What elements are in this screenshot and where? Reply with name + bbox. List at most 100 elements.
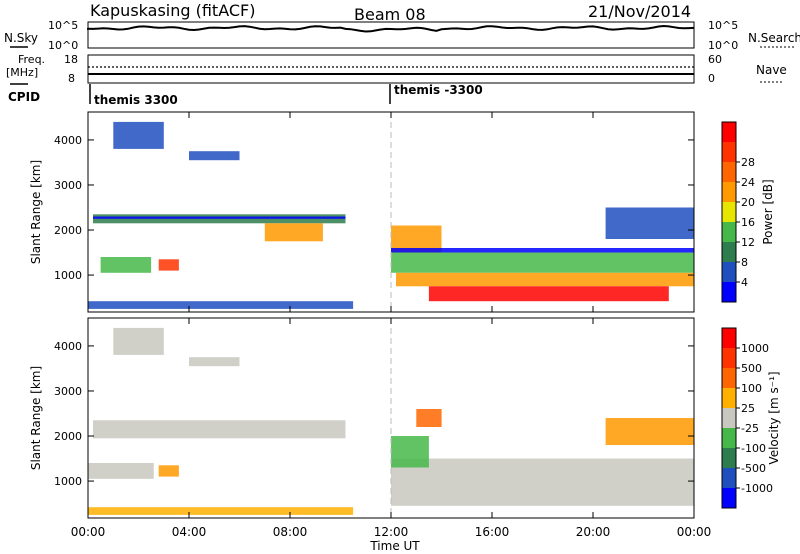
x-tick-label: 12:00	[374, 525, 409, 539]
data-region	[88, 301, 354, 309]
noise-left-label: N.Sky	[4, 31, 38, 45]
velocity-colorbar-label: Velocity [m s⁻¹]	[767, 371, 781, 464]
data-region	[113, 327, 164, 355]
colorbar-tick-label: 28	[741, 156, 755, 169]
colorbar-tick-label: 16	[741, 216, 755, 229]
freq-right-tick-bottom: 0	[708, 72, 715, 85]
data-region	[88, 507, 354, 515]
x-tick-label: 08:00	[273, 525, 308, 539]
colorbar-tick-label: 8	[741, 256, 748, 269]
freq-label-1: Freq.	[18, 53, 45, 66]
colorbar-frame	[721, 327, 737, 509]
colorbar-tick-label: 4	[741, 276, 748, 289]
data-region	[100, 257, 152, 273]
colorbar-swatch	[722, 182, 736, 202]
cpid-segment-2: themis -3300	[394, 83, 483, 97]
colorbar-frame	[721, 121, 737, 303]
colorbar-tick-label: 12	[741, 236, 755, 249]
colorbar-swatch	[722, 488, 736, 508]
data-region	[93, 420, 346, 439]
colorbar-tick-label: 100	[741, 382, 762, 395]
noise-panel-frame	[87, 21, 695, 49]
colorbar-tick-label: 25	[741, 402, 755, 415]
colorbar-swatch	[722, 328, 736, 348]
data-region	[605, 418, 694, 445]
data-region	[391, 436, 429, 468]
data-region	[428, 286, 669, 302]
data-region	[391, 458, 694, 506]
colorbar-tick-label: -100	[741, 442, 766, 455]
colorbar-swatch	[722, 428, 736, 448]
nave-label: Nave	[756, 63, 787, 77]
velocity-colorbar: 1000 500 100 25 -25 -100 -500 -1000	[721, 327, 773, 509]
x-tick-label: 04:00	[172, 525, 207, 539]
colorbar-swatch	[722, 222, 736, 242]
noise-right-label: N.Search	[748, 31, 800, 45]
data-region	[158, 259, 179, 271]
colorbar-swatch	[722, 282, 736, 302]
data-region	[189, 357, 240, 367]
data-region	[189, 151, 240, 161]
data-region	[416, 409, 442, 427]
velocity-ylabel: Slant Range [km]	[29, 366, 43, 470]
beam-title: Beam 08	[354, 5, 426, 24]
colorbar-tick-label: -25	[741, 422, 759, 435]
data-region	[88, 463, 154, 479]
x-tick-label: 00:00	[677, 525, 712, 539]
velocity-data-regions	[88, 327, 694, 515]
colorbar-swatch	[722, 348, 736, 368]
velocity-y-axis: 1000 2000 3000 4000	[54, 340, 694, 488]
freq-left-tick-top: 18	[64, 53, 78, 66]
power-colorbar-label: Power [dB]	[761, 179, 775, 244]
data-region	[396, 272, 694, 287]
colorbar-swatch	[722, 408, 736, 428]
x-tick-label: 16:00	[475, 525, 510, 539]
y-tick-label: 3000	[54, 385, 82, 398]
y-tick-label: 4000	[54, 340, 82, 353]
y-tick-label: 2000	[54, 430, 82, 443]
data-region	[391, 248, 694, 253]
data-region	[605, 207, 694, 239]
velocity-panel: 1000 2000 3000 4000 Slant Range [km] 1000 50…	[29, 317, 781, 519]
y-tick-label: 2000	[54, 224, 82, 237]
freq-left-tick-bottom: 8	[68, 72, 75, 85]
power-data-regions	[88, 121, 694, 309]
y-tick-label: 3000	[54, 179, 82, 192]
date-title: 21/Nov/2014	[588, 2, 691, 21]
freq-panel-frame	[87, 54, 695, 84]
colorbar-tick-label: 24	[741, 176, 755, 189]
time-axis-label: Time UT	[369, 539, 420, 553]
y-tick-label: 1000	[54, 475, 82, 488]
colorbar-swatch	[722, 162, 736, 182]
colorbar-swatch	[722, 368, 736, 388]
noise-sky-line	[87, 24, 695, 33]
x-tick-label: 20:00	[576, 525, 611, 539]
colorbar-swatch	[722, 142, 736, 162]
data-region	[264, 223, 323, 242]
x-tick-label: 00:00	[71, 525, 106, 539]
cpid-label: CPID	[8, 90, 40, 104]
colorbar-swatch	[722, 448, 736, 468]
power-colorbar: 4 8 12 16 20 24 28	[721, 121, 755, 303]
power-panel: 1000 2000 3000 4000 Slant Range [km] 4 8 12 16…	[29, 111, 775, 313]
noise-left-tick-top: 10^5	[48, 19, 78, 32]
cpid-segment-1: themis 3300	[94, 93, 178, 107]
colorbar-tick-label: 1000	[741, 342, 769, 355]
freq-right-tick-top: 60	[708, 53, 722, 66]
noise-left-tick-bottom: 10^0	[48, 39, 78, 52]
colorbar-swatch	[722, 262, 736, 282]
data-region	[158, 465, 179, 477]
y-tick-label: 4000	[54, 134, 82, 147]
colorbar-swatch	[722, 388, 736, 408]
colorbar-tick-label: -500	[741, 462, 766, 475]
power-ylabel: Slant Range [km]	[29, 160, 43, 264]
power-y-axis: 1000 2000 3000 4000	[54, 134, 694, 282]
station-title: Kapuskasing (fitACF)	[90, 1, 255, 20]
colorbar-tick-label: 20	[741, 196, 755, 209]
colorbar-swatch	[722, 122, 736, 142]
colorbar-tick-label: 500	[741, 362, 762, 375]
noise-right-tick-bottom: 10^0	[708, 39, 738, 52]
colorbar-swatch	[722, 468, 736, 488]
noise-right-tick-top: 10^5	[708, 19, 738, 32]
